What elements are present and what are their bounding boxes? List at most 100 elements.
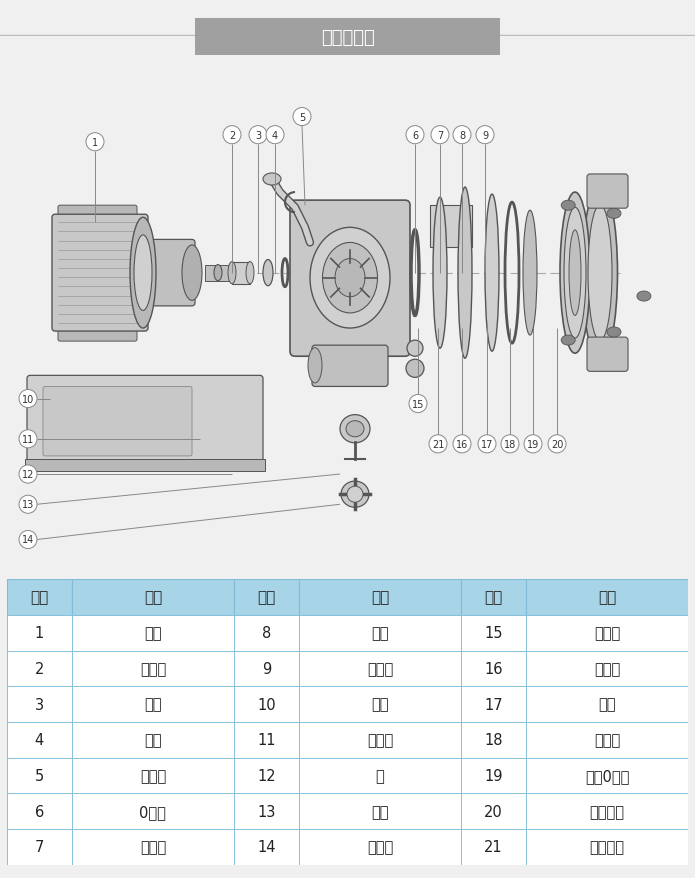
Text: 15: 15 bbox=[484, 625, 502, 640]
Bar bbox=[299, 758, 461, 794]
Bar bbox=[299, 829, 461, 865]
Text: 3: 3 bbox=[255, 131, 261, 140]
Text: 7: 7 bbox=[35, 839, 44, 854]
Bar bbox=[72, 794, 234, 829]
Text: 连杆轴套: 连杆轴套 bbox=[589, 839, 625, 854]
Circle shape bbox=[19, 465, 37, 484]
Ellipse shape bbox=[341, 481, 369, 507]
FancyBboxPatch shape bbox=[52, 215, 148, 332]
Bar bbox=[461, 651, 526, 687]
Text: 14: 14 bbox=[257, 839, 276, 854]
Text: 偏心轴: 偏心轴 bbox=[140, 661, 166, 676]
Bar bbox=[72, 615, 234, 651]
Ellipse shape bbox=[308, 349, 322, 384]
Bar bbox=[234, 794, 299, 829]
Bar bbox=[7, 829, 72, 865]
Text: 9: 9 bbox=[262, 661, 271, 676]
Text: 19: 19 bbox=[527, 439, 539, 450]
Circle shape bbox=[223, 126, 241, 145]
Text: 球座: 球座 bbox=[371, 804, 389, 819]
Ellipse shape bbox=[569, 231, 581, 316]
FancyBboxPatch shape bbox=[58, 321, 137, 342]
Text: 8: 8 bbox=[262, 625, 271, 640]
FancyBboxPatch shape bbox=[587, 175, 628, 209]
FancyBboxPatch shape bbox=[27, 376, 263, 467]
Ellipse shape bbox=[310, 228, 390, 328]
Bar bbox=[7, 687, 72, 722]
Text: 底座: 底座 bbox=[371, 697, 389, 712]
Bar bbox=[461, 722, 526, 758]
Ellipse shape bbox=[322, 243, 377, 313]
Text: 2: 2 bbox=[229, 131, 235, 140]
FancyBboxPatch shape bbox=[58, 206, 137, 226]
Ellipse shape bbox=[263, 174, 281, 186]
Text: 18: 18 bbox=[504, 439, 516, 450]
Text: 6: 6 bbox=[412, 131, 418, 140]
Bar bbox=[234, 651, 299, 687]
Bar bbox=[234, 758, 299, 794]
Ellipse shape bbox=[588, 205, 612, 342]
Bar bbox=[234, 579, 299, 615]
Text: 6: 6 bbox=[35, 804, 44, 819]
Circle shape bbox=[293, 108, 311, 126]
Ellipse shape bbox=[485, 195, 499, 352]
Bar bbox=[234, 615, 299, 651]
Bar bbox=[299, 687, 461, 722]
Text: 内夹板: 内夹板 bbox=[594, 661, 620, 676]
Text: 17: 17 bbox=[484, 697, 502, 712]
Bar bbox=[7, 758, 72, 794]
Circle shape bbox=[453, 126, 471, 145]
Text: 电机: 电机 bbox=[144, 625, 162, 640]
Ellipse shape bbox=[263, 260, 273, 286]
Bar bbox=[72, 651, 234, 687]
Text: 标牌: 标牌 bbox=[371, 625, 389, 640]
Bar bbox=[234, 687, 299, 722]
Text: 17: 17 bbox=[481, 439, 493, 450]
Text: 球: 球 bbox=[375, 768, 384, 783]
Circle shape bbox=[409, 395, 427, 414]
Text: 5: 5 bbox=[299, 112, 305, 122]
FancyBboxPatch shape bbox=[43, 387, 192, 457]
Circle shape bbox=[478, 435, 496, 453]
Text: 轴承: 轴承 bbox=[144, 697, 162, 712]
Ellipse shape bbox=[458, 188, 472, 359]
Ellipse shape bbox=[335, 259, 365, 298]
Text: 20: 20 bbox=[551, 439, 563, 450]
Bar bbox=[72, 758, 234, 794]
Text: 序号: 序号 bbox=[31, 590, 49, 605]
Ellipse shape bbox=[607, 327, 621, 338]
Text: 序号: 序号 bbox=[257, 590, 275, 605]
Circle shape bbox=[501, 435, 519, 453]
Ellipse shape bbox=[561, 335, 575, 346]
Text: 2: 2 bbox=[35, 661, 44, 676]
Circle shape bbox=[19, 390, 37, 408]
Text: 12: 12 bbox=[257, 768, 276, 783]
Bar bbox=[526, 722, 688, 758]
Bar bbox=[526, 758, 688, 794]
Text: 10: 10 bbox=[22, 394, 34, 404]
Text: 13: 13 bbox=[257, 804, 276, 819]
Text: 名称: 名称 bbox=[598, 590, 616, 605]
Bar bbox=[461, 829, 526, 865]
Bar bbox=[205, 265, 230, 281]
Text: 14: 14 bbox=[22, 535, 34, 545]
Bar bbox=[232, 263, 250, 284]
Bar bbox=[299, 579, 461, 615]
Text: 名称: 名称 bbox=[371, 590, 389, 605]
Circle shape bbox=[431, 126, 449, 145]
Circle shape bbox=[406, 126, 424, 145]
Circle shape bbox=[429, 435, 447, 453]
Bar bbox=[526, 579, 688, 615]
Bar bbox=[7, 794, 72, 829]
Text: 8: 8 bbox=[459, 131, 465, 140]
Text: 0型圈: 0型圈 bbox=[140, 804, 166, 819]
Ellipse shape bbox=[340, 415, 370, 443]
Bar bbox=[299, 615, 461, 651]
Ellipse shape bbox=[560, 193, 590, 354]
Text: 膜片: 膜片 bbox=[598, 697, 616, 712]
Text: 15: 15 bbox=[412, 399, 424, 409]
Text: 21: 21 bbox=[432, 439, 444, 450]
Text: 名称: 名称 bbox=[144, 590, 162, 605]
Circle shape bbox=[453, 435, 471, 453]
Text: 3: 3 bbox=[35, 697, 44, 712]
